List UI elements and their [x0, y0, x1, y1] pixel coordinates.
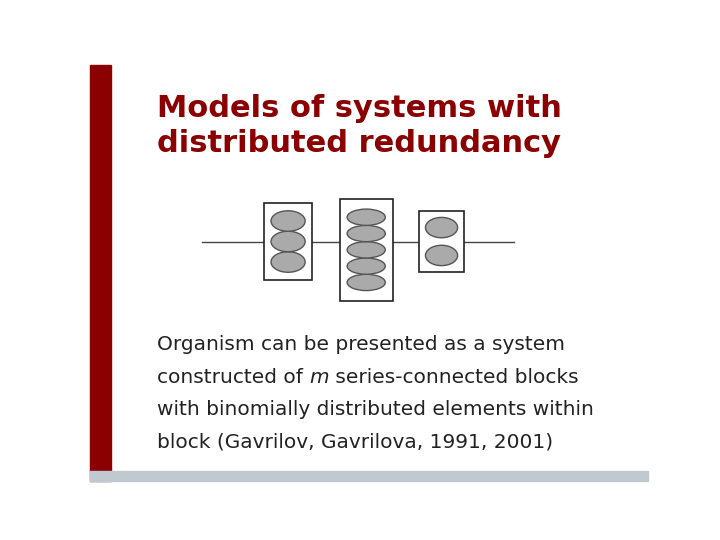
Bar — [340, 199, 392, 301]
Ellipse shape — [426, 218, 458, 238]
Bar — [90, 65, 111, 481]
Text: block (Gavrilov, Gavrilova, 1991, 2001): block (Gavrilov, Gavrilova, 1991, 2001) — [157, 433, 553, 451]
Bar — [90, 471, 648, 481]
Ellipse shape — [271, 211, 305, 231]
Text: constructed of: constructed of — [157, 368, 309, 387]
Ellipse shape — [347, 242, 385, 258]
Ellipse shape — [347, 274, 385, 291]
Bar — [419, 211, 464, 272]
Bar — [264, 203, 312, 280]
Text: m: m — [309, 368, 329, 387]
Ellipse shape — [347, 225, 385, 242]
Ellipse shape — [347, 258, 385, 274]
Text: series-connected blocks: series-connected blocks — [329, 368, 578, 387]
Ellipse shape — [347, 209, 385, 225]
Text: Models of systems with
distributed redundancy: Models of systems with distributed redun… — [157, 94, 562, 158]
Ellipse shape — [426, 245, 458, 266]
Ellipse shape — [271, 231, 305, 252]
Text: Organism can be presented as a system: Organism can be presented as a system — [157, 335, 565, 354]
Ellipse shape — [271, 252, 305, 272]
Text: with binomially distributed elements within: with binomially distributed elements wit… — [157, 400, 594, 419]
